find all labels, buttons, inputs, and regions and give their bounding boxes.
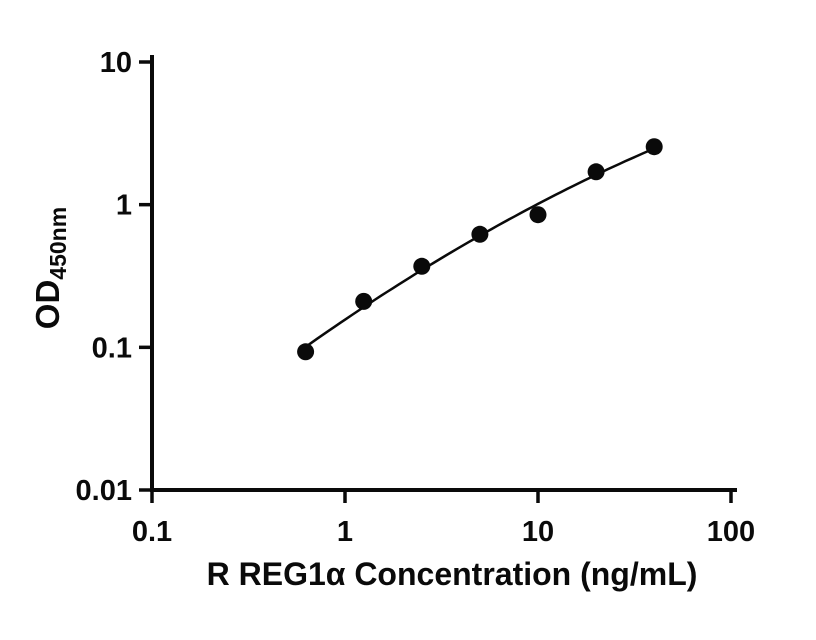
fit-curve	[304, 147, 655, 348]
data-point	[645, 138, 663, 156]
y-tick-label: 10	[100, 47, 132, 79]
x-tick-label: 10	[522, 516, 554, 548]
y-tick-label: 0.01	[76, 475, 132, 507]
data-point	[355, 292, 373, 310]
data-point	[587, 163, 605, 181]
x-tick-label: 1	[337, 516, 353, 548]
y-axis-title: OD450nm	[26, 108, 71, 428]
y-tick-label: 0.1	[92, 332, 132, 364]
x-axis-title: R REG1α Concentration (ng/mL)	[206, 556, 698, 592]
axes-frame	[150, 55, 737, 492]
data-point	[529, 206, 547, 224]
y-tick-label: 1	[116, 190, 132, 222]
data-point	[471, 225, 489, 243]
data-point	[297, 343, 315, 361]
data-point	[413, 257, 431, 275]
y-axis-title-main: OD	[29, 279, 66, 330]
x-tick-label: 100	[707, 516, 755, 548]
y-axis-title-subscript: 450nm	[45, 206, 71, 280]
x-tick-label: 0.1	[132, 516, 172, 548]
